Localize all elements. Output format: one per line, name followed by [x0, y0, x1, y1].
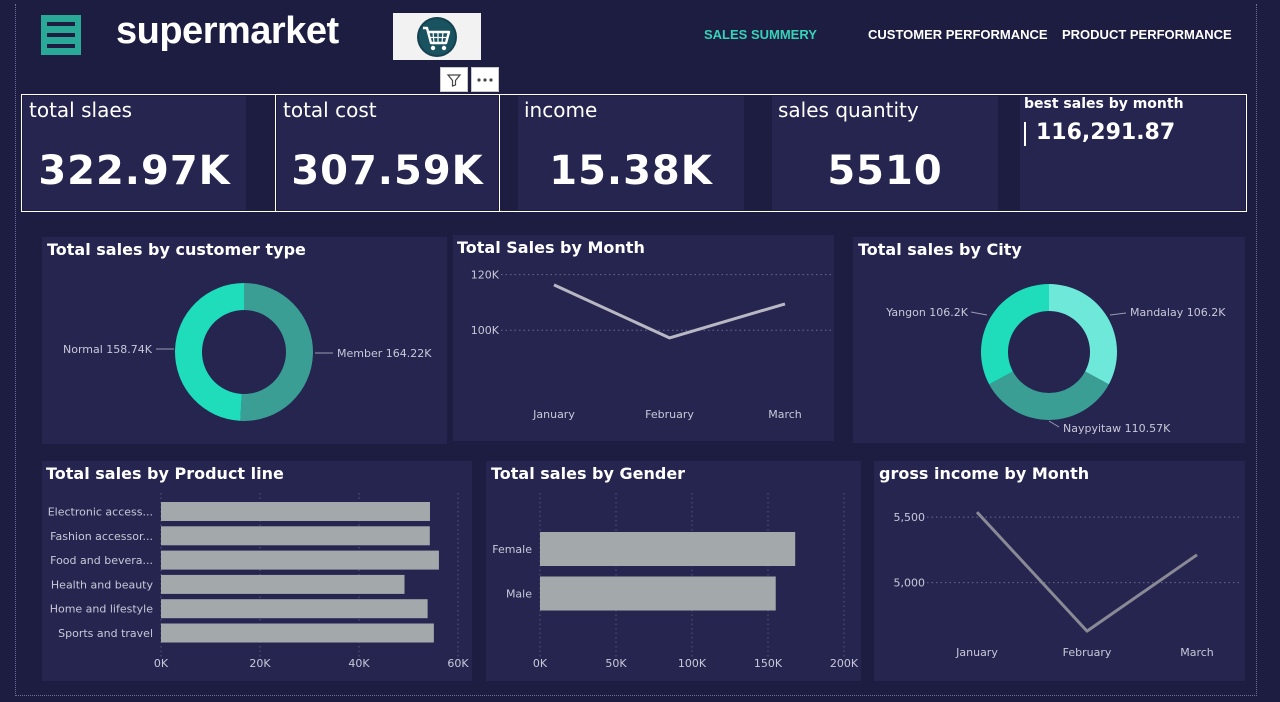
card-sales-by-month[interactable]: Total Sales by Month 100K 120K January Febr… — [453, 235, 834, 441]
x-tick-label: 0K — [154, 657, 169, 670]
kpi-label: income — [524, 98, 598, 122]
bar — [161, 599, 428, 619]
x-tick-label: February — [645, 408, 694, 421]
leader-line — [1109, 312, 1127, 316]
x-tick-label: March — [768, 408, 802, 421]
card-sales-by-product-line[interactable]: Total sales by Product line 0K 20K 40K 60K E… — [42, 461, 472, 681]
x-tick-label: 200K — [830, 657, 859, 670]
donut-slice — [989, 371, 1109, 420]
kpi-selection-outline — [275, 94, 500, 212]
bar — [161, 574, 405, 594]
data-label: Member 164.22K — [337, 347, 432, 360]
leader-line — [970, 311, 988, 316]
x-tick-label: 150K — [754, 657, 783, 670]
card-gross-income-by-month[interactable]: gross income by Month 5,000 5,500 January F… — [874, 461, 1245, 681]
kpi-label: total cost — [283, 98, 377, 122]
kpi-total-sales[interactable]: total slaes 322.97K — [23, 96, 246, 210]
chart-svg: 0K 50K 100K 150K 200K Female Male — [492, 493, 859, 670]
bar — [161, 550, 439, 570]
shopping-cart-icon — [393, 13, 481, 60]
kpi-row — [21, 94, 1247, 212]
kpi-accent-bar — [1024, 122, 1026, 146]
x-tick-label: 50K — [605, 657, 627, 670]
chart-title: Total sales by City — [858, 240, 1022, 259]
nav-sales-summery[interactable]: SALES SUMMERY — [704, 27, 817, 42]
category-label: Female — [492, 543, 532, 556]
kpi-sales-quantity[interactable]: sales quantity 5510 — [772, 96, 998, 210]
category-label: Food and bevera... — [50, 554, 153, 567]
nav-product-performance[interactable]: PRODUCT PERFORMANCE — [1062, 27, 1232, 42]
x-tick-label: 40K — [348, 657, 370, 670]
kpi-best-sales-by-month[interactable]: best sales by month 116,291.87 — [1020, 96, 1245, 210]
kpi-label: total slaes — [29, 98, 133, 122]
report-canvas — [15, 4, 1257, 696]
donut-slice — [240, 283, 314, 421]
card-sales-by-customer-type[interactable]: Total sales by customer type Member 164.… — [42, 237, 447, 444]
brand-title: supermarket — [116, 10, 339, 52]
x-tick-label: 60K — [447, 657, 469, 670]
chart-title: Total sales by Gender — [491, 464, 686, 483]
kpi-value: 15.38K — [549, 148, 713, 194]
bar — [161, 526, 430, 546]
leader-line — [1048, 420, 1060, 428]
chart-title: gross income by Month — [879, 464, 1090, 483]
chart-title: Total Sales by Month — [457, 238, 645, 257]
chart-svg: 0K 20K 40K 60K Electronic access... Fashion a… — [48, 493, 469, 670]
category-label: Home and lifestyle — [50, 603, 154, 616]
kpi-income[interactable]: income 15.38K — [518, 96, 744, 210]
category-label: Sports and travel — [58, 627, 153, 640]
donut-slice — [175, 283, 244, 421]
bar — [161, 502, 430, 521]
card-sales-by-city[interactable]: Total sales by City Mandalay 106.2K Naypy… — [853, 237, 1245, 443]
series-line — [553, 283, 786, 340]
category-label: Fashion accessor... — [50, 530, 153, 543]
kpi-label: best sales by month — [1024, 96, 1184, 112]
y-tick-label: 120K — [471, 269, 500, 282]
x-tick-label: 20K — [249, 657, 271, 670]
kpi-value: 307.59K — [291, 148, 484, 194]
x-tick-label: January — [955, 646, 998, 659]
hamburger-menu-icon[interactable] — [41, 15, 81, 55]
kpi-total-cost[interactable]: total cost 307.59K — [277, 96, 498, 210]
nav-customer-performance[interactable]: CUSTOMER PERFORMANCE — [868, 27, 1048, 42]
kpi-label: sales quantity — [778, 98, 919, 122]
category-label: Electronic access... — [48, 506, 153, 519]
y-tick-label: 100K — [471, 324, 500, 337]
x-tick-label: March — [1180, 646, 1214, 659]
data-label: Naypyitaw 110.57K — [1063, 422, 1171, 435]
y-tick-label: 5,500 — [894, 511, 926, 524]
card-sales-by-gender[interactable]: Total sales by Gender 0K 50K 100K 150K 200K F… — [486, 461, 861, 681]
series-line — [975, 511, 1198, 633]
chart-svg: 5,000 5,500 January February March — [894, 511, 1240, 659]
y-tick-label: 5,000 — [894, 577, 926, 590]
bar — [161, 623, 434, 643]
kpi-value: 116,291.87 — [1036, 120, 1176, 145]
chart-title: Total sales by Product line — [46, 464, 284, 483]
chart-svg: Member 164.22K Normal 158.74K — [63, 283, 432, 421]
bar — [540, 576, 776, 611]
category-label: Male — [506, 588, 532, 601]
kpi-value: 322.97K — [38, 148, 231, 194]
kpi-value: 5510 — [827, 148, 943, 194]
category-label: Health and beauty — [51, 578, 154, 591]
chart-title: Total sales by customer type — [47, 240, 306, 259]
data-label: Normal 158.74K — [63, 343, 153, 356]
donut-slice — [1049, 284, 1117, 385]
filter-icon[interactable] — [440, 67, 468, 92]
data-label: Mandalay 106.2K — [1130, 306, 1226, 319]
data-label: Yangon 106.2K — [885, 306, 969, 319]
x-tick-label: 0K — [533, 657, 548, 670]
bar — [540, 532, 796, 566]
chart-svg: 100K 120K January February March — [471, 269, 831, 421]
more-options-icon[interactable] — [471, 67, 499, 92]
x-tick-label: 100K — [678, 657, 707, 670]
x-tick-label: January — [532, 408, 575, 421]
x-tick-label: February — [1063, 646, 1112, 659]
chart-svg: Mandalay 106.2K Naypyitaw 110.57K Yangon 1… — [885, 284, 1226, 435]
donut-slice — [981, 284, 1049, 385]
